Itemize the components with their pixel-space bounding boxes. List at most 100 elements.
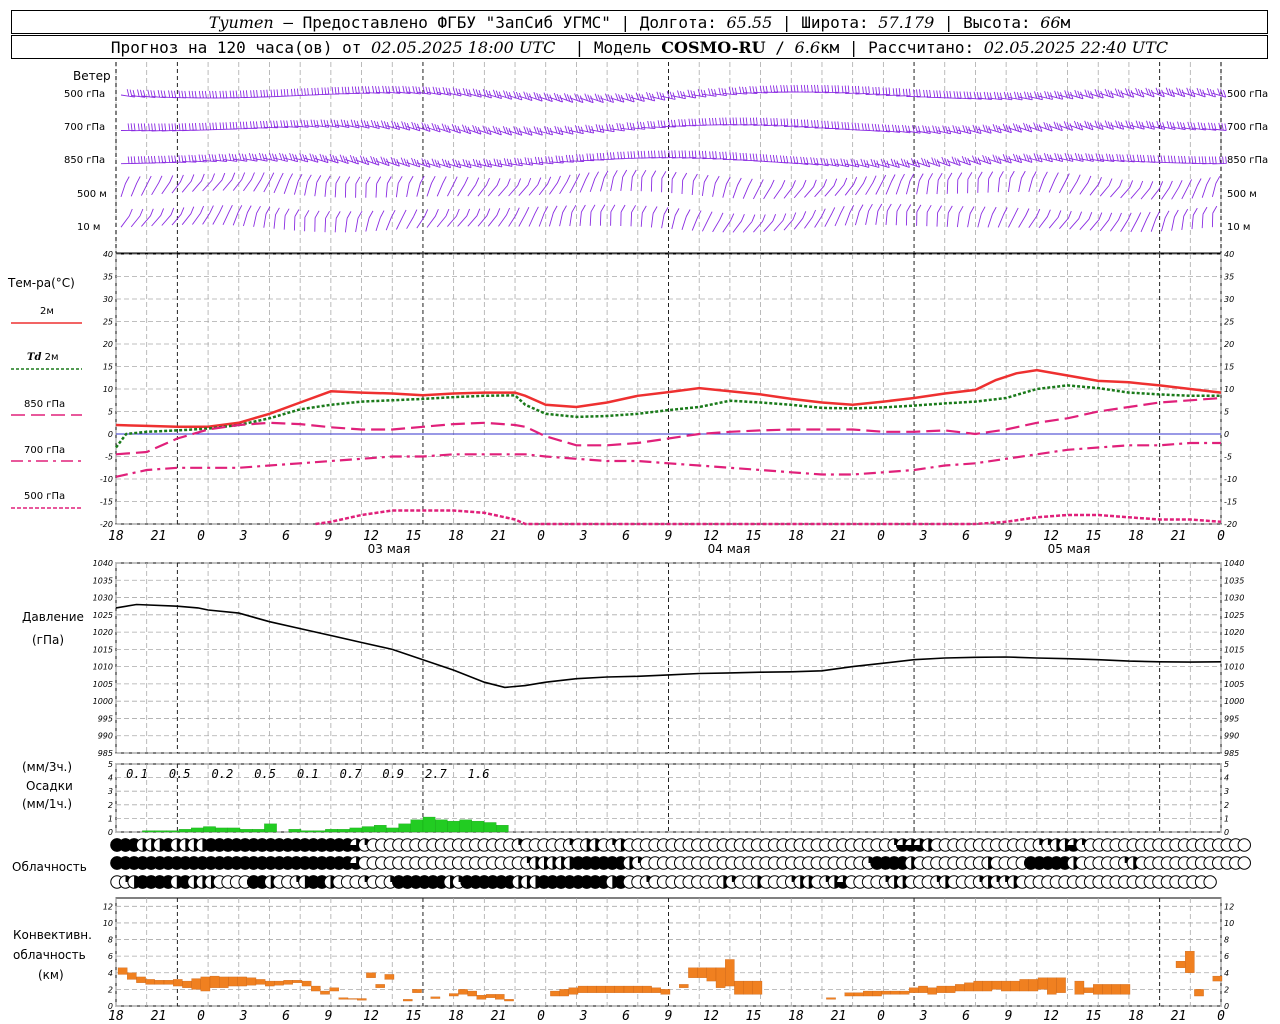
wind-level-850hpa: 850 гПа [64,155,106,166]
pressure-panel-ytick-left: 985 [98,749,113,758]
temp-panel-ytick-left: -5 [105,453,113,462]
conv-bar [899,990,910,995]
temp-panel-ytick-right: 20 [1224,340,1234,349]
conv-xtick: 21 [151,1009,167,1024]
model-name: COSMO-RU [661,37,766,57]
wind-barbs-level-0 [120,84,1227,104]
conv-panel-ytick-right: 6 [1224,952,1229,961]
precip-total-3h: 0.2 [212,767,234,781]
conv-bar [403,999,413,1002]
pressure-line [115,603,1222,689]
pressure-panel-ytick-left: 1030 [93,594,113,603]
conv-bar [853,992,864,997]
conv-bar [890,990,901,995]
conv-bar [1010,980,1020,992]
conv-panel-ytick-left: 6 [108,952,113,961]
temp-panel-ytick-right: -15 [1224,498,1237,507]
city-name: Tyumen [208,12,274,32]
temp-panel-ytick-right: -10 [1224,475,1237,484]
precip-unit-3h: (мм/3ч.) [22,760,73,774]
pressure-panel-ytick-right: 985 [1224,749,1239,758]
wind-title: Ветер [73,69,111,83]
conv-bar [191,978,201,990]
conv-bar [725,959,735,987]
temp-series-2m [115,368,1222,429]
precip-bar [288,829,302,833]
precip-bar [447,820,460,833]
conv-bar [1093,984,1103,995]
precip-total-3h: 2.7 [425,767,447,781]
precip-bar [300,830,314,833]
conv-bar [458,989,468,995]
conv-bar [982,980,993,992]
pressure-panel-ytick-right: 1000 [1224,697,1244,706]
conv-bar [550,990,560,997]
conv-bar [430,996,441,999]
conv-bar [366,972,376,978]
precip-panel-ytick-left: 2 [108,801,113,810]
conv-panel-ytick-right: 2 [1224,985,1229,994]
conv-bar [182,980,192,988]
pressure-panel-ytick-left: 1010 [93,663,113,672]
conv-bar [173,979,183,987]
temp-xtick: 0 [537,529,545,544]
temp-xtick: 6 [962,529,970,544]
temp-xtick: 15 [746,529,762,544]
temp-xtick: 21 [151,529,167,544]
temp-xtick: 0 [197,529,205,544]
precip-bar [337,829,350,833]
conv-bar [1028,979,1039,992]
temp-xtick: 12 [363,529,379,544]
conv-bar [449,993,459,997]
conv-xtick: 0 [537,1009,545,1024]
wind-level-10m: 10 м [77,222,101,233]
conv-bar [1019,979,1029,992]
conv-bar [964,982,974,992]
conv-bar [587,985,597,993]
conv-bar [347,998,358,1000]
precip-bar [374,825,387,833]
conv-xtick: 9 [665,1009,673,1024]
precip-panel-ytick-right: 3 [1224,787,1229,796]
conv-xtick: 0 [877,1009,885,1024]
conv-bar [1185,951,1195,973]
conv-bar [412,989,422,993]
conv-xtick: 21 [491,1009,507,1024]
temp-panel-ytick-right: 15 [1224,363,1234,372]
conv-xtick: 15 [746,1009,762,1024]
conv-bar [338,997,349,1000]
header-line-1: Tyumen – Предоставлено ФГБУ "ЗапСиб УГМС… [11,10,1268,34]
conv-bar [945,985,956,993]
precip-bar [459,819,472,833]
conv-xtick: 6 [962,1009,970,1024]
calc-label: Рассчитано: [868,37,975,57]
conv-bar [826,997,836,1000]
temp-panel-ytick-left: 10 [103,385,113,394]
temp-xtick: 12 [1043,529,1059,544]
temp-panel-ytick-right: 25 [1224,318,1234,327]
conv-bar [375,984,385,988]
precip-bar [349,827,363,833]
cloud-symbol [1237,838,1251,852]
pressure-panel-ytick-right: 1010 [1224,663,1244,672]
precip-bar [166,830,180,833]
precip-bar [325,829,338,833]
temp-series-850 [115,396,1222,456]
conv-bar [255,979,266,985]
conv-bar [706,967,717,982]
precip-bar [215,827,228,833]
precip-bar [252,829,265,833]
conv-bar [623,985,634,993]
alt-unit: м [1060,12,1071,32]
temp-panel-ytick-left: 40 [103,250,113,259]
lon-label: Долгота: [639,12,717,32]
precip-title: Осадки [26,779,73,793]
conv-xtick: 0 [197,1009,205,1024]
lat-label: Широта: [801,12,869,32]
forecast-time: 02.05.2025 18:00 UTC [371,37,556,57]
pressure-panel-ytick-right: 1005 [1224,680,1244,689]
conv-panel-ytick-left: 4 [108,969,113,978]
conv-bar [568,987,579,995]
legend-t2m: 2м [40,306,54,317]
